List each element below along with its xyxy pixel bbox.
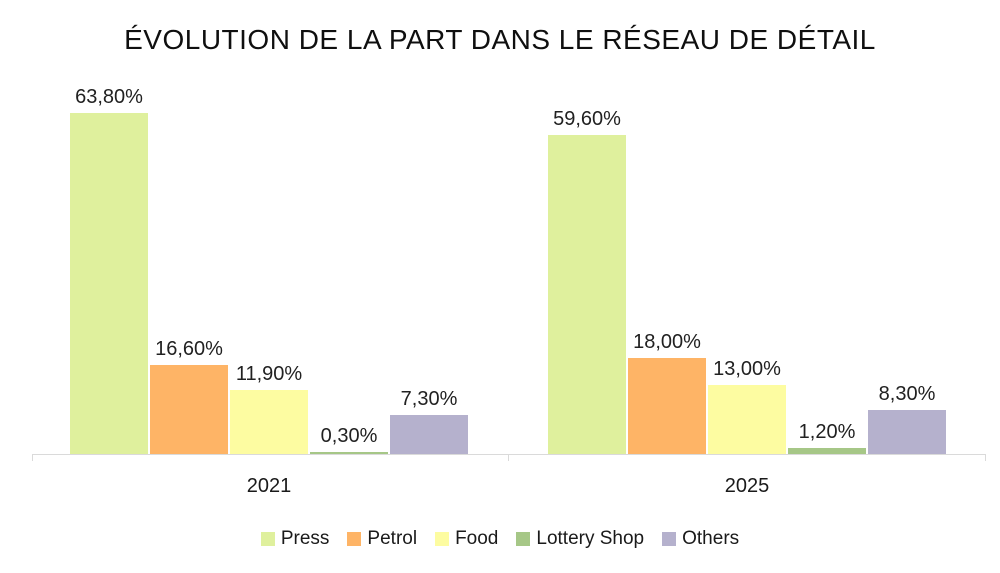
value-label-food-2025: 13,00% — [713, 357, 781, 380]
x-axis-label-2021: 2021 — [246, 475, 292, 497]
legend-label-press: Press — [280, 528, 330, 549]
legend-swatch-food — [435, 532, 450, 546]
value-label-food-2021: 11,90% — [235, 363, 303, 386]
legend-swatch-press — [260, 532, 275, 546]
legend-label-others: Others — [682, 528, 740, 549]
value-label-others-2021: 7,30% — [400, 387, 458, 410]
legend-label-food: Food — [455, 528, 499, 549]
value-label-lottery-shop-2021: 0,30% — [320, 425, 378, 448]
bar-petrol-2025 — [628, 357, 706, 454]
bar-lottery-shop-2021 — [310, 452, 388, 454]
bar-food-2025 — [708, 384, 786, 454]
value-label-press-2021: 63,80% — [75, 86, 143, 108]
legend-item-press: Press — [260, 528, 330, 550]
bar-press-2025 — [548, 135, 626, 454]
legend-swatch-petrol — [347, 532, 362, 546]
x-axis-line — [32, 454, 986, 455]
legend-label-petrol: Petrol — [367, 528, 418, 549]
x-axis-tick-0 — [32, 454, 33, 461]
value-label-press-2025: 59,60% — [553, 108, 621, 131]
value-label-lottery-shop-2025: 1,20% — [798, 420, 856, 443]
bar-food-2021 — [230, 390, 308, 454]
legend-swatch-lottery-shop — [516, 532, 531, 546]
bar-others-2021 — [390, 414, 468, 454]
legend-label-lottery-shop: Lottery Shop — [536, 528, 645, 549]
value-label-others-2025: 8,30% — [878, 382, 936, 405]
legend-item-lottery-shop: Lottery Shop — [516, 528, 644, 550]
legend-swatch-others — [662, 532, 677, 546]
x-axis-tick-2 — [985, 454, 986, 461]
bar-petrol-2021 — [150, 365, 228, 454]
x-axis-label-2025: 2025 — [724, 475, 770, 497]
chart-title: ÉVOLUTION DE LA PART DANS LE RÉSEAU DE D… — [124, 24, 876, 55]
legend-item-others: Others — [662, 528, 739, 550]
value-label-petrol-2025: 18,00% — [633, 330, 701, 353]
legend-item-food: Food — [435, 528, 498, 550]
legend-item-petrol: Petrol — [347, 528, 417, 550]
value-label-petrol-2021: 16,60% — [155, 338, 223, 361]
bar-others-2025 — [868, 409, 946, 454]
legend: Press Petrol Food Lottery Shop Others — [0, 528, 1000, 550]
bar-press-2021 — [70, 113, 148, 454]
x-axis-tick-1 — [508, 454, 509, 461]
bar-lottery-shop-2025 — [788, 447, 866, 454]
